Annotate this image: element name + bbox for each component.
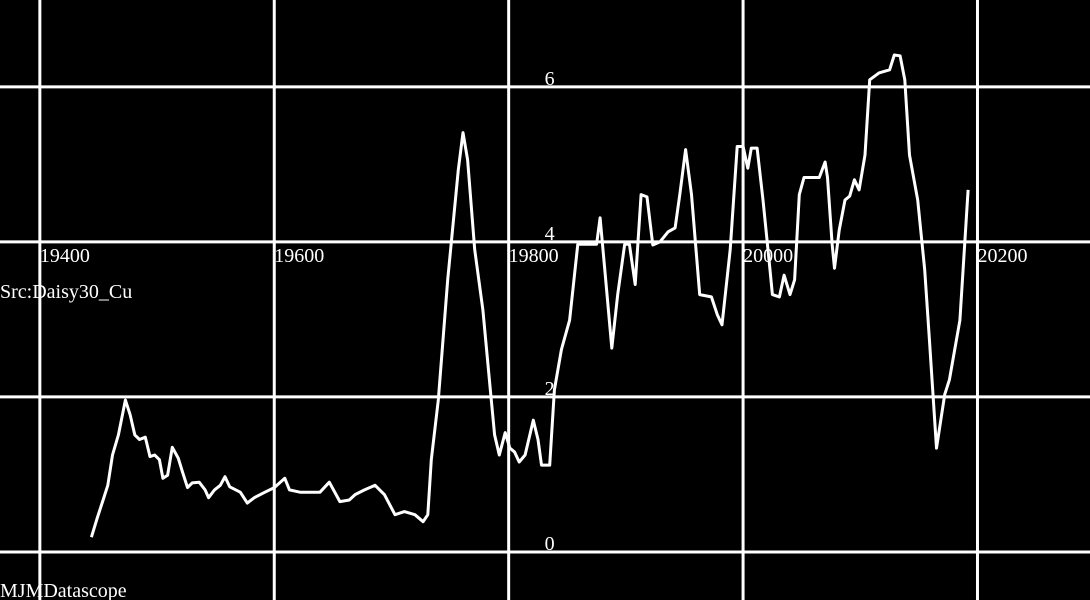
- x-tick-label: 19600: [274, 245, 324, 267]
- y-tick-label: 6: [545, 68, 555, 90]
- source-label: Src:Daisy30_Cu: [0, 281, 132, 303]
- y-tick-label: 4: [545, 223, 555, 245]
- x-tick-label: 19400: [40, 245, 90, 267]
- brand-label: MJMDatascope: [0, 580, 127, 600]
- y-tick-label: 2: [545, 378, 555, 400]
- y-tick-label: 0: [545, 533, 555, 555]
- x-tick-label: 19800: [509, 245, 559, 267]
- data-line: [89, 53, 970, 538]
- x-tick-label: 20200: [977, 245, 1027, 267]
